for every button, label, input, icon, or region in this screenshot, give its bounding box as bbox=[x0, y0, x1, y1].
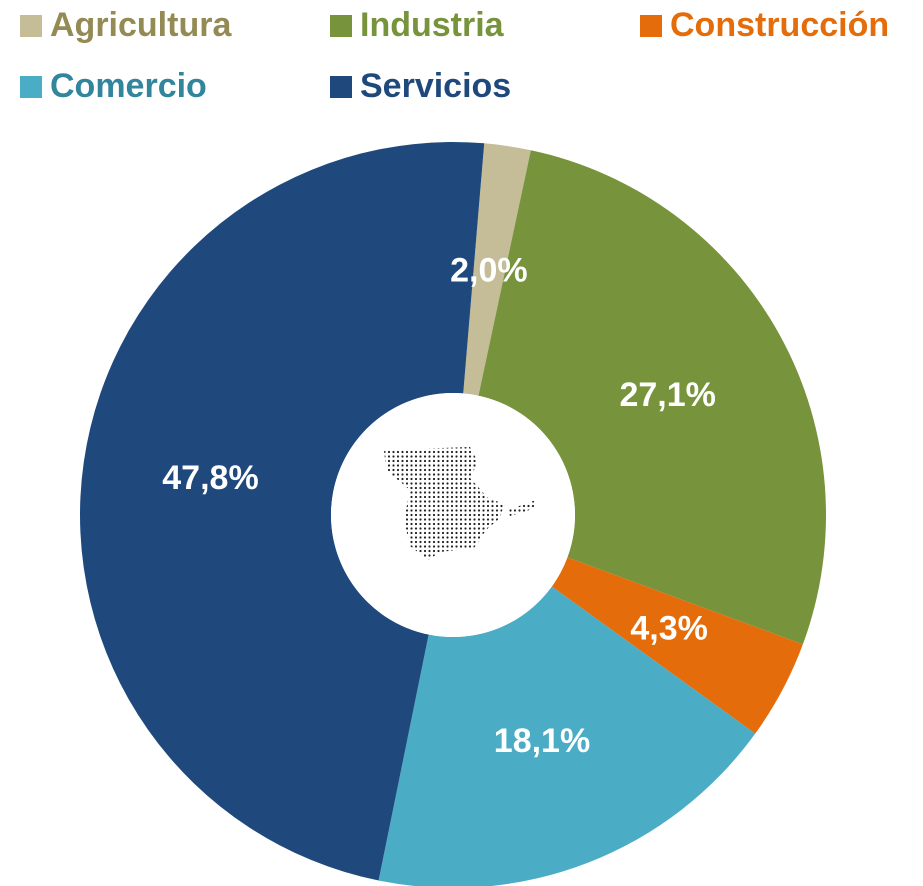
slice bbox=[478, 150, 827, 645]
legend-marker bbox=[20, 76, 42, 98]
legend-marker bbox=[330, 15, 352, 37]
spain-map bbox=[384, 447, 504, 560]
data-label: 4,3% bbox=[630, 609, 708, 647]
legend-marker bbox=[20, 15, 42, 37]
slice bbox=[463, 143, 531, 396]
data-label: 18,1% bbox=[494, 722, 590, 760]
data-label: 27,1% bbox=[619, 376, 715, 414]
slice bbox=[551, 557, 803, 734]
legend-marker bbox=[330, 76, 352, 98]
legend-label: Construcción bbox=[670, 6, 889, 44]
legend-label: Servicios bbox=[360, 67, 511, 105]
legend-marker bbox=[640, 15, 662, 37]
legend-label: Industria bbox=[360, 6, 505, 44]
center-icon bbox=[331, 393, 575, 637]
slice bbox=[378, 586, 756, 886]
legend-label: Agricultura bbox=[50, 6, 232, 44]
data-label: 2,0% bbox=[450, 252, 528, 290]
slices bbox=[79, 141, 827, 886]
islands bbox=[508, 500, 536, 516]
legend-label: Comercio bbox=[50, 67, 207, 105]
data-label: 47,8% bbox=[162, 459, 258, 497]
slice bbox=[79, 141, 485, 881]
